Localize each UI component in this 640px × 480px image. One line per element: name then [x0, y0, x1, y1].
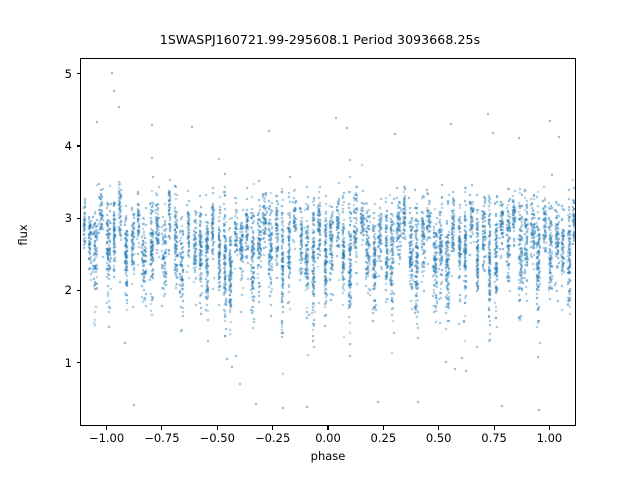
y-axis-label: flux: [16, 224, 30, 246]
x-tick-mark: [216, 426, 218, 430]
x-tick-label: 1.00: [536, 431, 563, 445]
x-tick-mark: [382, 426, 384, 430]
x-tick-label: −0.50: [199, 431, 235, 445]
y-tick-mark: [76, 73, 80, 75]
x-tick-mark: [438, 426, 440, 430]
y-tick-mark: [76, 217, 80, 219]
x-tick-label: −1.00: [88, 431, 125, 445]
scatter-plot-canvas: [81, 59, 575, 425]
y-tick-mark: [76, 145, 80, 147]
x-tick-mark: [106, 426, 108, 430]
page-title: 1SWASPJ160721.99-295608.1 Period 3093668…: [159, 32, 481, 47]
y-tick-mark: [76, 361, 80, 364]
x-tick-label: −0.75: [144, 431, 180, 445]
y-tick-label: 2: [64, 283, 72, 298]
x-tick-label: 0.00: [315, 431, 341, 445]
y-tick-label: 1: [64, 355, 72, 370]
x-tick-label: 0.75: [481, 431, 507, 445]
y-tick-mark: [76, 289, 80, 291]
x-tick-label: 0.25: [370, 431, 397, 445]
x-axis-label: phase: [310, 449, 346, 463]
x-tick-label: 0.50: [425, 431, 452, 445]
x-tick-mark: [161, 426, 163, 430]
y-tick-label: 4: [64, 139, 72, 154]
y-tick-label: 5: [64, 66, 72, 81]
x-tick-label: −0.25: [255, 431, 291, 445]
x-tick-mark: [548, 426, 550, 430]
x-tick-mark: [493, 426, 495, 430]
x-tick-mark: [272, 426, 274, 430]
y-tick-label: 3: [64, 211, 72, 226]
x-tick-mark: [327, 426, 329, 430]
plot-axes-area: [80, 58, 576, 426]
